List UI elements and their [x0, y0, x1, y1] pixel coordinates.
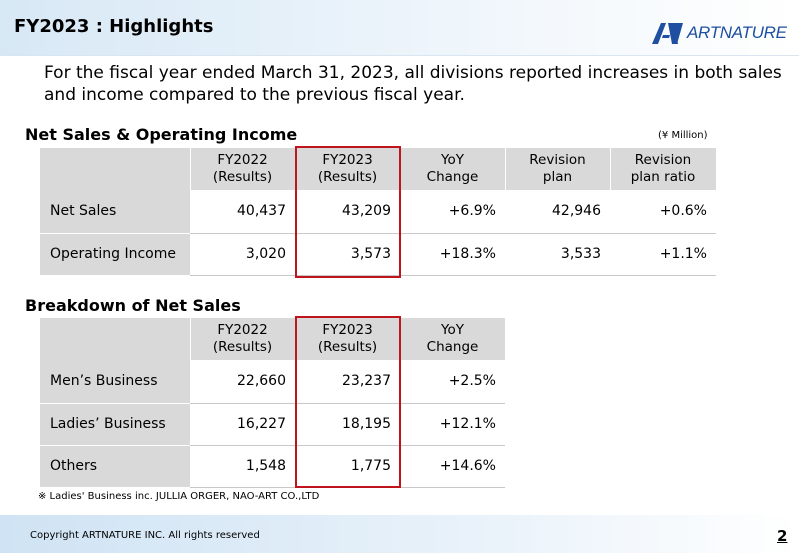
header-corner [40, 148, 191, 190]
row-label: Men’s Business [40, 360, 190, 404]
header-revision-plan-ratio: Revision plan ratio [610, 148, 717, 190]
header-fy2022: FY2022 (Results) [190, 148, 296, 190]
copyright-text: Copyright ARTNATURE INC. All rights rese… [30, 530, 260, 541]
header-revision-plan: Revision plan [505, 148, 611, 190]
header-corner [40, 318, 191, 360]
header-yoy: YoY Change [400, 318, 506, 360]
header-band [0, 0, 799, 56]
cell-value: 18,195 [295, 403, 400, 446]
logo-mark-icon [652, 23, 683, 44]
footnote: ※ Ladies' Business inc. JULLIA ORGER, NA… [38, 491, 320, 502]
cell-value: 40,437 [190, 190, 295, 234]
company-logo: ARTNATURE [650, 18, 787, 48]
cell-value: 1,775 [295, 445, 400, 488]
net-sales-operating-income-table: FY2022 (Results) FY2023 (Results) YoY Chang… [40, 148, 717, 276]
cell-value: 43,209 [295, 190, 400, 234]
row-label: Operating Income [40, 233, 190, 276]
cell-value: +0.6% [610, 190, 716, 234]
header-yoy: YoY Change [400, 148, 506, 190]
cell-value: +1.1% [610, 233, 716, 276]
cell-value: 16,227 [190, 403, 295, 446]
fy2023-highlight-box [295, 316, 401, 488]
logo-text: ARTNATURE [687, 23, 787, 42]
table-header-row: FY2022 (Results) FY2023 (Results) YoY Chang… [40, 318, 506, 360]
table-row: Ladies’ Business 16,227 18,195 +12.1% [40, 403, 505, 446]
row-label: Ladies’ Business [40, 403, 190, 446]
table-row: Men’s Business 22,660 23,237 +2.5% [40, 360, 505, 404]
page-number: 2 [777, 527, 788, 545]
page-title: FY2023 : Highlights [14, 16, 214, 37]
header-fy2023: FY2023 (Results) [295, 148, 401, 190]
cell-value: +14.6% [400, 445, 505, 488]
cell-value: 1,548 [190, 445, 295, 488]
cell-value: +18.3% [400, 233, 505, 276]
fy2023-highlight-box [295, 146, 401, 278]
table-row: Net Sales 40,437 43,209 +6.9% 42,946 +0.… [40, 190, 716, 234]
net-sales-operating-income-title: Net Sales & Operating Income [25, 125, 298, 144]
header-fy2023: FY2023 (Results) [295, 318, 401, 360]
cell-value: 42,946 [505, 190, 610, 234]
table-header-row: FY2022 (Results) FY2023 (Results) YoY Chang… [40, 148, 717, 190]
cell-value: 22,660 [190, 360, 295, 404]
unit-label: (¥ Million) [658, 130, 708, 141]
cell-value: 23,237 [295, 360, 400, 404]
cell-value: +12.1% [400, 403, 505, 446]
cell-value: 3,020 [190, 233, 295, 276]
intro-text: For the fiscal year ended March 31, 2023… [44, 63, 782, 105]
row-label: Net Sales [40, 190, 190, 234]
cell-value: 3,573 [295, 233, 400, 276]
cell-value: +6.9% [400, 190, 505, 234]
row-label: Others [40, 445, 190, 488]
header-fy2022: FY2022 (Results) [190, 318, 296, 360]
breakdown-table: FY2022 (Results) FY2023 (Results) YoY Chang… [40, 318, 506, 488]
table-row: Others 1,548 1,775 +14.6% [40, 445, 505, 488]
cell-value: +2.5% [400, 360, 505, 404]
cell-value: 3,533 [505, 233, 610, 276]
footer-band [0, 515, 799, 553]
breakdown-of-net-sales-title: Breakdown of Net Sales [25, 296, 241, 315]
table-row: Operating Income 3,020 3,573 +18.3% 3,53… [40, 233, 716, 276]
